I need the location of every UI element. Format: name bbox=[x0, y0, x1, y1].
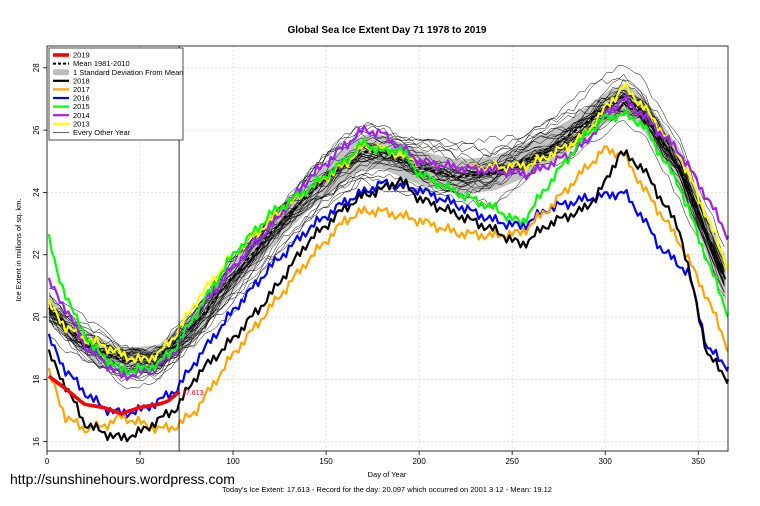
series-line-2019 bbox=[47, 374, 181, 416]
legend-label: 2016 bbox=[73, 94, 90, 103]
x-tick-label: 250 bbox=[505, 457, 519, 466]
series-line-2015 bbox=[47, 108, 730, 376]
x-tick-label: 350 bbox=[692, 457, 706, 466]
legend-label: 2013 bbox=[73, 119, 90, 128]
x-tick-label: 300 bbox=[599, 457, 613, 466]
legend-box bbox=[48, 47, 184, 141]
x-tick-label: 150 bbox=[319, 457, 333, 466]
every-other-year-line bbox=[48, 78, 725, 365]
current-value-label: 17.613 bbox=[182, 390, 204, 397]
legend-label: 2017 bbox=[73, 85, 90, 94]
series-line-2014 bbox=[47, 94, 730, 381]
y-tick-label: 22 bbox=[32, 250, 41, 259]
source-url[interactable]: http://sunshinehours.wordpress.com bbox=[10, 471, 235, 487]
x-tick-label: 200 bbox=[412, 457, 426, 466]
y-tick-label: 16 bbox=[32, 437, 41, 446]
chart-title: Global Sea Ice Extent Day 71 1978 to 201… bbox=[288, 25, 487, 36]
mean-dashed-line bbox=[48, 98, 728, 362]
series-line-2017 bbox=[47, 145, 730, 435]
legend-label: Mean 1981-2010 bbox=[73, 59, 130, 68]
y-tick-label: 24 bbox=[32, 187, 41, 196]
legend-symbol bbox=[53, 69, 69, 76]
x-tick-label: 50 bbox=[136, 457, 145, 466]
x-tick-label: 0 bbox=[45, 457, 50, 466]
legend-label: 2019 bbox=[73, 51, 90, 60]
y-tick-label: 18 bbox=[32, 374, 41, 383]
every-other-year-line bbox=[48, 95, 725, 360]
y-tick-label: 28 bbox=[32, 63, 41, 72]
y-tick-label: 20 bbox=[32, 312, 41, 321]
legend-label: Every Other Year bbox=[73, 128, 131, 137]
series-line-2018 bbox=[47, 149, 730, 443]
footer-note: Today's Ice Extent: 17.613 - Record for … bbox=[222, 485, 552, 494]
y-tick-label: 26 bbox=[32, 125, 41, 134]
y-axis-label: Ice Extent in millions of sq. km. bbox=[14, 199, 23, 302]
legend-label: 2014 bbox=[73, 111, 90, 120]
x-tick-label: 100 bbox=[226, 457, 240, 466]
x-axis-label: Day of Year bbox=[368, 470, 407, 479]
mean-line bbox=[48, 98, 728, 362]
legend-label: 2015 bbox=[73, 102, 90, 111]
plot-frame bbox=[46, 45, 729, 452]
every-other-year-line bbox=[48, 91, 725, 382]
legend-label: 1 Standard Deviation From Mean bbox=[73, 68, 183, 77]
every-other-year-line bbox=[48, 102, 725, 367]
legend-label: 2018 bbox=[73, 76, 90, 85]
series-lines bbox=[47, 82, 730, 443]
